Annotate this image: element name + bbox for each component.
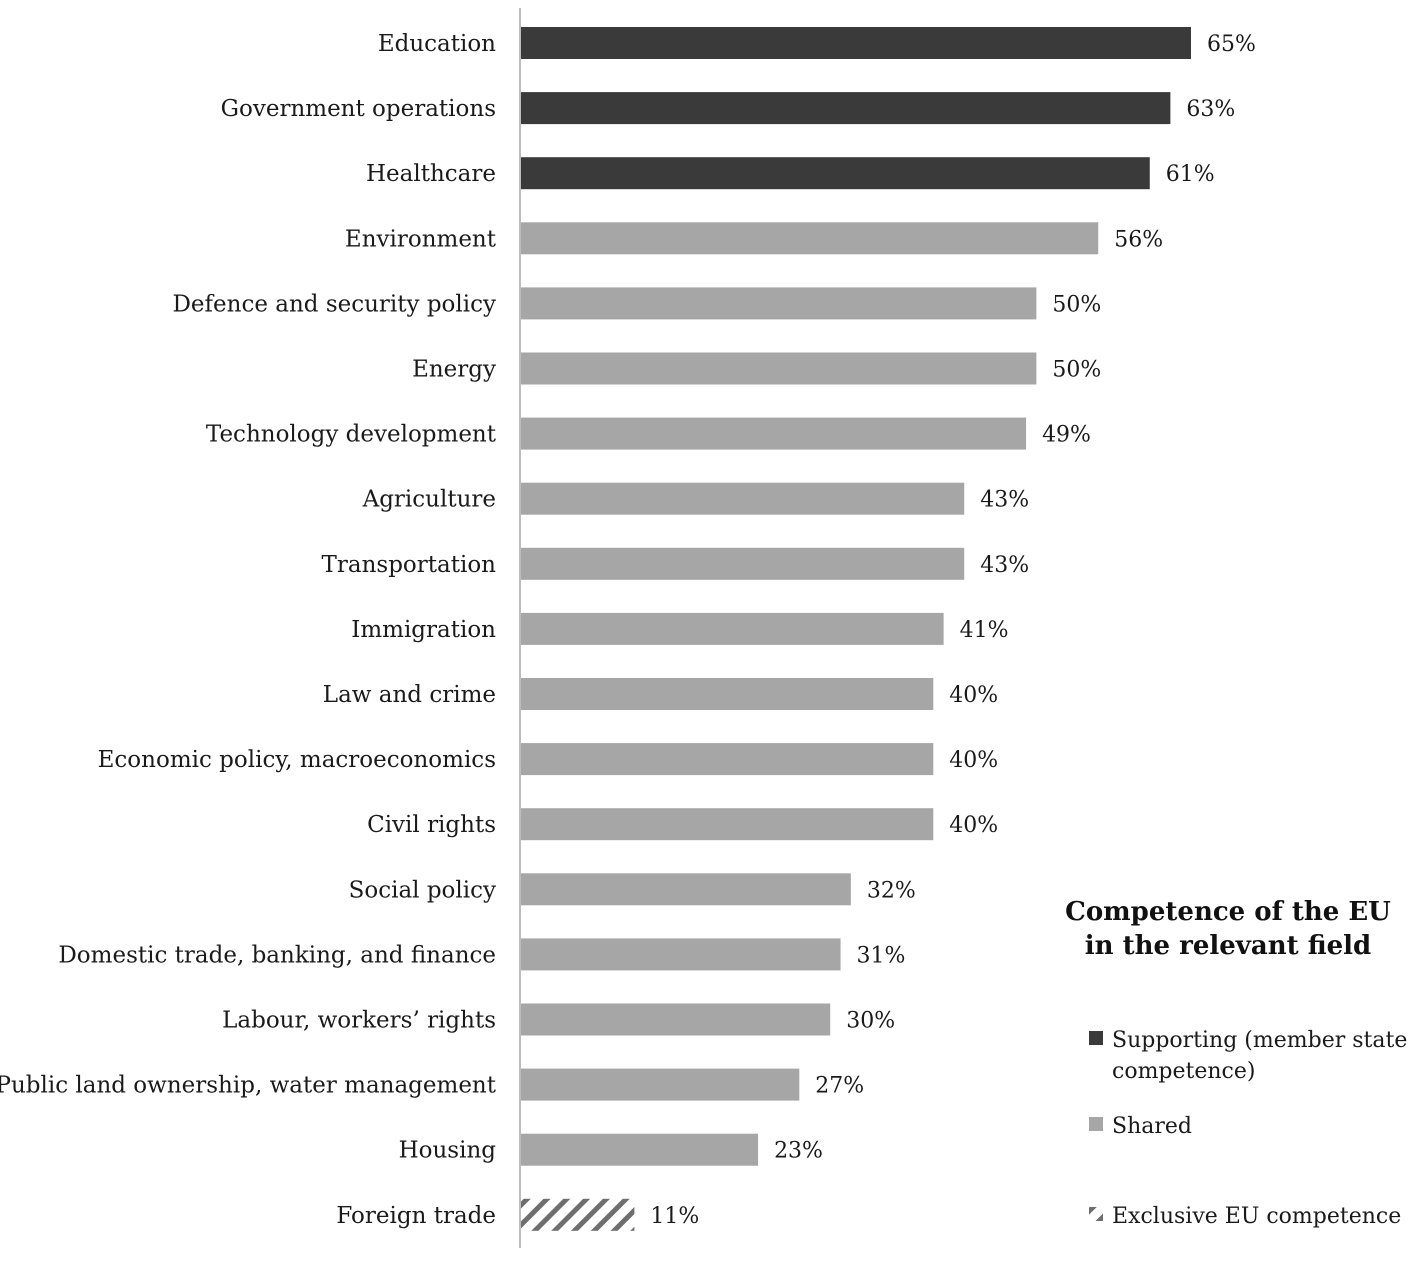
category-label-law-and-crime: Law and crime [323,682,496,708]
value-label-healthcare: 61% [1166,162,1215,187]
value-label-domestic-trade-banking-and-finance: 31% [857,943,906,968]
value-label-transportation: 43% [980,553,1029,578]
bar-civil-rights [521,808,934,841]
value-label-civil-rights: 40% [949,813,998,838]
value-label-law-and-crime: 40% [949,683,998,708]
legend-label-supporting: Supporting (member state [1112,1028,1407,1053]
value-label-energy: 50% [1052,358,1101,383]
legend-title-line2: in the relevant field [1085,931,1371,961]
value-label-education: 65% [1207,32,1256,57]
value-label-public-land-ownership-water-management: 27% [815,1074,864,1099]
value-label-government-operations: 63% [1186,97,1235,122]
category-label-public-land-ownership-water-management: Public land ownership, water management [0,1073,497,1099]
bar-transportation [521,547,965,580]
category-label-labour-workers-rights: Labour, workers’ rights [222,1008,496,1034]
category-label-education: Education [378,31,496,57]
value-label-environment: 56% [1114,227,1163,252]
legend-swatch-shared [1089,1117,1103,1131]
legend-label-shared: Shared [1112,1114,1192,1139]
category-label-government-operations: Government operations [221,96,496,122]
bar-social-policy [521,873,851,906]
bar-foreign-trade [521,1198,635,1231]
category-label-agriculture: Agriculture [362,487,496,513]
legend-swatch-supporting [1089,1031,1103,1045]
bar-healthcare [521,157,1150,190]
category-label-domestic-trade-banking-and-finance: Domestic trade, banking, and finance [58,942,496,968]
bar-immigration [521,612,944,645]
value-label-defence-and-security-policy: 50% [1052,292,1101,317]
category-label-healthcare: Healthcare [366,161,496,187]
value-label-technology-development: 49% [1042,423,1091,448]
bar-energy [521,352,1037,385]
category-label-transportation: Transportation [322,552,497,578]
bar-housing [521,1133,759,1166]
category-label-economic-policy-macroeconomics: Economic policy, macroeconomics [98,747,496,773]
category-label-immigration: Immigration [351,617,496,643]
category-label-social-policy: Social policy [349,877,496,903]
category-label-foreign-trade: Foreign trade [336,1203,496,1229]
bar-labour-workers-rights [521,1003,831,1036]
value-label-housing: 23% [774,1139,823,1164]
value-label-foreign-trade: 11% [650,1204,699,1229]
value-label-immigration: 41% [960,618,1009,643]
category-label-environment: Environment [345,226,497,252]
bar-education [521,27,1191,59]
value-label-labour-workers-rights: 30% [846,1009,895,1034]
bar-law-and-crime [521,678,934,710]
bar-agriculture [521,482,965,515]
legend-label-exclusive: Exclusive EU competence [1112,1204,1401,1229]
category-label-housing: Housing [399,1138,497,1164]
bar-economic-policy-macroeconomics [521,743,934,776]
legend-label-supporting-line2: competence) [1112,1059,1255,1084]
value-label-agriculture: 43% [980,488,1029,513]
legend-title-line1: Competence of the EU [1065,897,1391,927]
category-label-civil-rights: Civil rights [367,812,496,838]
legend: Competence of the EU in the relevant fiel… [1065,897,1407,1229]
value-label-social-policy: 32% [867,878,916,903]
value-label-economic-policy-macroeconomics: 40% [949,748,998,773]
bar-environment [521,222,1099,255]
legend-swatch-exclusive [1089,1207,1103,1221]
bar-domestic-trade-banking-and-finance [521,938,841,971]
category-label-defence-and-security-policy: Defence and security policy [172,291,496,317]
category-label-technology-development: Technology development [206,422,497,448]
bar-public-land-ownership-water-management [521,1068,800,1101]
category-label-energy: Energy [412,357,496,383]
bar-government-operations [521,92,1171,125]
bar-defence-and-security-policy [521,287,1037,320]
bar-technology-development [521,417,1027,450]
